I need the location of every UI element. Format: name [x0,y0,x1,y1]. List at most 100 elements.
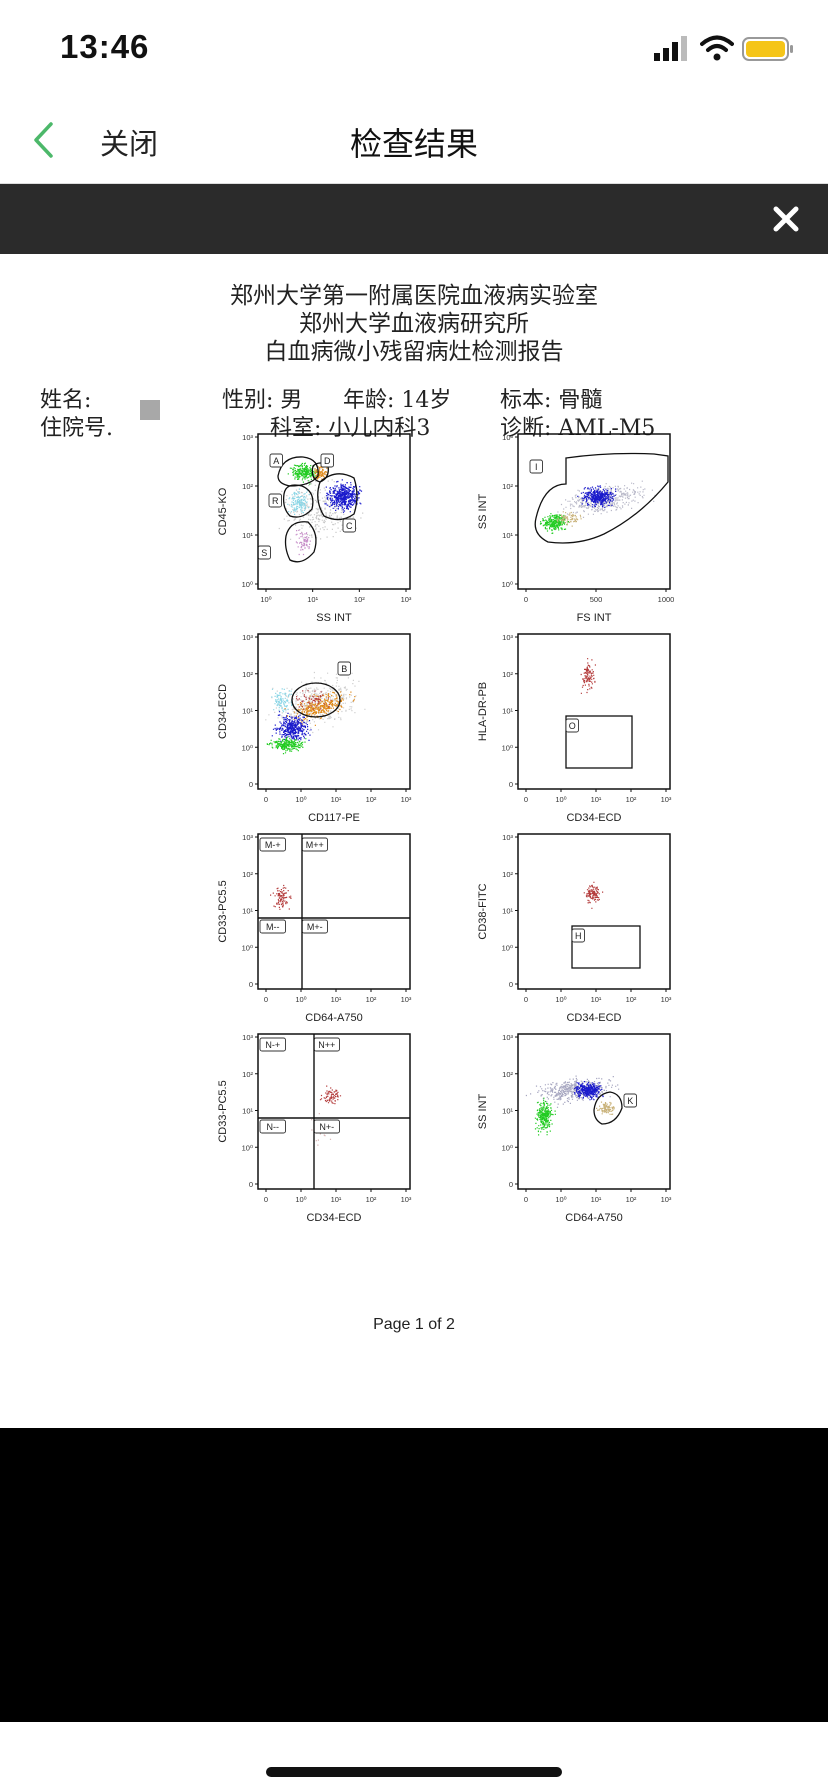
x-tick-label: 0 [524,795,528,804]
x-tick-label: 10² [354,595,365,604]
x-tick-label: 500 [590,595,603,604]
plot-area: A D R C S [257,453,364,563]
close-button[interactable]: 关闭 [100,127,159,161]
y-tick-label: 10³ [502,1033,513,1042]
gate-label-box [320,453,334,468]
y-tick-label: 10⁰ [242,1143,253,1152]
age-field: 年龄: 14岁 [343,388,452,413]
report-document: 郑州大学第一附属医院血液病实验室 郑州大学血液病研究所 白血病微小残留病灶检测报… [0,254,828,1428]
event-population [580,658,596,694]
y-tick-label: 10¹ [242,707,253,716]
gate-label-box [342,518,356,533]
y-tick-label: 10³ [242,633,253,642]
x-axis-label: CD34-ECD [306,1212,361,1224]
cytometry-plot-2: I 0 500 1000 10³ 10² 10¹ 10⁰ FS INT SS INT [477,433,675,624]
plot-area: K [525,1075,637,1136]
x-tick-label: 10³ [401,795,412,804]
x-tick-label: 1000 [658,595,675,604]
gate-label: R [272,496,279,506]
x-tick-label: 10² [626,995,637,1004]
back-chevron-icon[interactable] [30,120,56,160]
hospital-lab-title: 郑州大学第一附属医院血液病实验室 [230,283,598,309]
gate-label: M+- [307,922,323,932]
gate-label: M++ [306,840,324,850]
report-title: 白血病微小残留病灶检测报告 [264,339,564,365]
y-axis-label: CD34-ECD [217,684,229,739]
gate-label: K [627,1096,633,1106]
y-tick-label: 10⁰ [502,1143,513,1152]
y-tick-label: 10⁰ [242,743,253,752]
department-field: 科室: 小儿内科3 [270,416,431,441]
navigation-bar: 关闭 检查结果 [0,96,828,184]
report-header: 郑州大学第一附属医院血液病实验室 郑州大学血液病研究所 白血病微小残留病灶检测报… [0,282,828,366]
home-indicator[interactable] [266,1767,562,1777]
home-bar-area [0,1722,828,1792]
x-tick-label: 10³ [401,995,412,1004]
specimen-field: 标本: 骨髓 [500,388,603,413]
x-tick-label: 10¹ [331,1195,342,1204]
event-population [271,688,296,713]
y-tick-label: 0 [249,980,253,989]
y-tick-label: 0 [509,1180,513,1189]
y-tick-label: 10⁰ [502,743,513,752]
x-tick-label: 10¹ [591,795,602,804]
x-tick-label: 10² [366,795,377,804]
plot-area: B [265,661,366,755]
y-tick-label: 10⁰ [242,580,253,589]
gate-outline [277,456,319,487]
event-population [319,1085,342,1105]
gate-label: O [569,721,576,731]
document-viewer-toolbar [0,184,828,254]
gate-outline [534,452,669,544]
y-tick-label: 10³ [242,833,253,842]
gate-outline [311,462,329,483]
y-tick-label: 10⁰ [502,943,513,952]
x-axis-label: CD64-A750 [305,1012,362,1024]
x-tick-label: 0 [524,595,528,604]
x-axis-label: CD34-ECD [566,1012,621,1024]
plot-frame [257,833,411,990]
y-tick-label: 0 [509,980,513,989]
diagnosis-field: 诊断: AML-M5 [500,416,656,441]
event-population [556,511,582,527]
gate-label-box [571,928,585,943]
y-tick-label: 10³ [502,833,513,842]
y-tick-label: 0 [509,780,513,789]
gender-field: 性别: 男 [222,388,303,413]
event-population [266,736,307,755]
plot-frame [257,1033,411,1190]
y-tick-label: 10¹ [502,907,513,916]
event-population [539,513,569,534]
gate-outline [593,1091,623,1125]
institute-title: 郑州大学血液病研究所 [299,311,529,337]
x-tick-label: 10⁰ [260,595,271,604]
x-tick-label: 10³ [401,1195,412,1204]
x-tick-label: 10⁰ [295,795,306,804]
x-tick-label: 10⁰ [295,1195,306,1204]
close-icon[interactable] [764,197,808,241]
x-tick-label: 10² [626,795,637,804]
gate-label-box [565,718,579,733]
y-tick-label: 10³ [502,433,513,442]
x-tick-label: 10³ [661,1195,672,1204]
x-axis-label: CD117-PE [308,812,360,824]
event-population [295,690,332,710]
gate-label: M-+ [265,840,281,850]
y-tick-label: 0 [249,780,253,789]
x-axis-label: SS INT [316,612,352,624]
gate-label-box [268,493,282,508]
gate-label-box [269,453,283,468]
x-tick-label: 0 [264,995,268,1004]
x-tick-label: 10⁰ [555,995,566,1004]
y-axis-label: SS INT [477,1093,489,1129]
event-population [284,691,356,726]
gate-label: N-- [267,1122,280,1132]
wifi-icon [700,35,734,61]
y-tick-label: 10¹ [502,1107,513,1116]
viewer-empty-area [0,1428,828,1722]
y-tick-label: 0 [249,1180,253,1189]
x-axis-label: FS INT [577,612,612,624]
x-tick-label: 10⁰ [555,1195,566,1204]
plot-frame [257,433,411,590]
plot-frame [517,633,671,790]
